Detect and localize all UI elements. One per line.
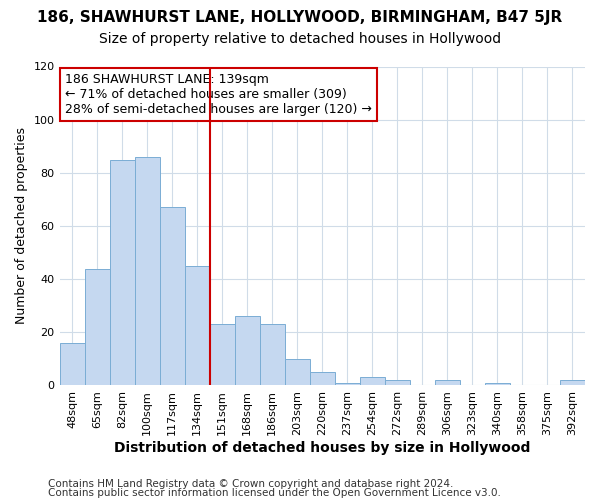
Bar xyxy=(134,157,160,386)
Text: Contains HM Land Registry data © Crown copyright and database right 2024.: Contains HM Land Registry data © Crown c… xyxy=(48,479,454,489)
Bar xyxy=(385,380,410,386)
Text: Contains public sector information licensed under the Open Government Licence v3: Contains public sector information licen… xyxy=(48,488,501,498)
X-axis label: Distribution of detached houses by size in Hollywood: Distribution of detached houses by size … xyxy=(114,441,530,455)
Text: 186, SHAWHURST LANE, HOLLYWOOD, BIRMINGHAM, B47 5JR: 186, SHAWHURST LANE, HOLLYWOOD, BIRMINGH… xyxy=(37,10,563,25)
Bar xyxy=(485,383,510,386)
Bar xyxy=(335,383,360,386)
Text: Size of property relative to detached houses in Hollywood: Size of property relative to detached ho… xyxy=(99,32,501,46)
Bar xyxy=(85,268,110,386)
Bar xyxy=(59,343,85,386)
Bar xyxy=(285,359,310,386)
Bar xyxy=(360,378,385,386)
Bar xyxy=(560,380,585,386)
Y-axis label: Number of detached properties: Number of detached properties xyxy=(15,128,28,324)
Bar xyxy=(209,324,235,386)
Bar xyxy=(160,208,185,386)
Text: 186 SHAWHURST LANE: 139sqm
← 71% of detached houses are smaller (309)
28% of sem: 186 SHAWHURST LANE: 139sqm ← 71% of deta… xyxy=(65,73,371,116)
Bar xyxy=(110,160,134,386)
Bar xyxy=(260,324,285,386)
Bar xyxy=(310,372,335,386)
Bar xyxy=(235,316,260,386)
Bar xyxy=(435,380,460,386)
Bar xyxy=(185,266,209,386)
